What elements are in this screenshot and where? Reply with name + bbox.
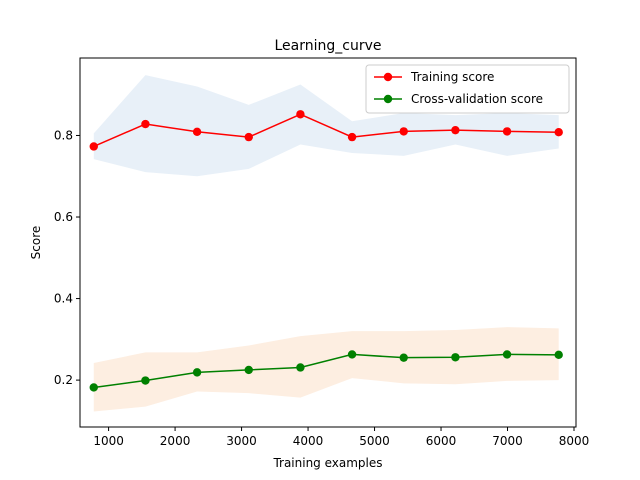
point-series-0-4 (296, 110, 305, 119)
point-series-1-7 (451, 353, 460, 362)
y-tick-label-2: 0.6 (54, 210, 73, 224)
legend-label-1: Cross-validation score (411, 92, 543, 106)
point-series-0-7 (451, 125, 460, 135)
x-tick-label-4: 5000 (359, 434, 390, 448)
x-tick-label-5: 6000 (426, 434, 457, 448)
point-series-0-0 (89, 142, 98, 151)
x-tick-label-6: 7000 (492, 434, 523, 448)
point-series-0-8 (502, 127, 512, 136)
legend-box (365, 64, 570, 114)
y-tick-label-3: 0.8 (54, 128, 73, 142)
x-tick-label-7: 8000 (559, 434, 590, 448)
legend: Training score Cross-validation score (365, 64, 570, 114)
point-series-0-1 (141, 119, 150, 129)
x-tick-label-1: 2000 (160, 434, 191, 448)
y-tick-label-1: 0.4 (54, 292, 73, 306)
point-series-1-4 (296, 363, 305, 372)
point-series-1-1 (141, 376, 150, 385)
y-axis-label: Score (29, 226, 43, 260)
series-lines (93, 113, 559, 389)
plot-frame (79, 57, 577, 428)
point-series-1-2 (192, 368, 202, 377)
line-series-1 (93, 353, 559, 389)
legend-marker-1 (383, 94, 393, 104)
legend-label-0: Training score (410, 70, 494, 84)
x-tick-label-2: 3000 (226, 434, 257, 448)
point-series-1-0 (89, 383, 98, 392)
y-tick-label-0: 0.2 (54, 373, 73, 387)
series-points (89, 110, 563, 392)
line-series-0 (93, 113, 559, 148)
point-series-0-5 (347, 132, 357, 142)
point-series-0-6 (399, 127, 408, 136)
point-series-0-2 (192, 127, 202, 136)
point-series-1-3 (244, 365, 253, 375)
band-series-1 (93, 327, 559, 412)
chart-title: Learning_curve (274, 38, 381, 54)
x-tick-label-3: 4000 (293, 434, 324, 448)
x-axis-ticks: 1000 2000 3000 4000 5000 6000 7000 8000 (93, 427, 589, 448)
point-series-0-9 (554, 128, 563, 137)
point-series-1-6 (399, 353, 408, 362)
x-axis-label: Training examples (272, 456, 382, 470)
point-series-0-3 (244, 132, 253, 142)
point-series-1-5 (347, 350, 357, 359)
x-tick-label-0: 1000 (93, 434, 124, 448)
legend-marker-0 (383, 72, 393, 82)
y-axis-ticks: 0.2 0.4 0.6 0.8 (54, 128, 80, 387)
point-series-1-9 (554, 350, 563, 360)
point-series-1-8 (502, 350, 512, 359)
